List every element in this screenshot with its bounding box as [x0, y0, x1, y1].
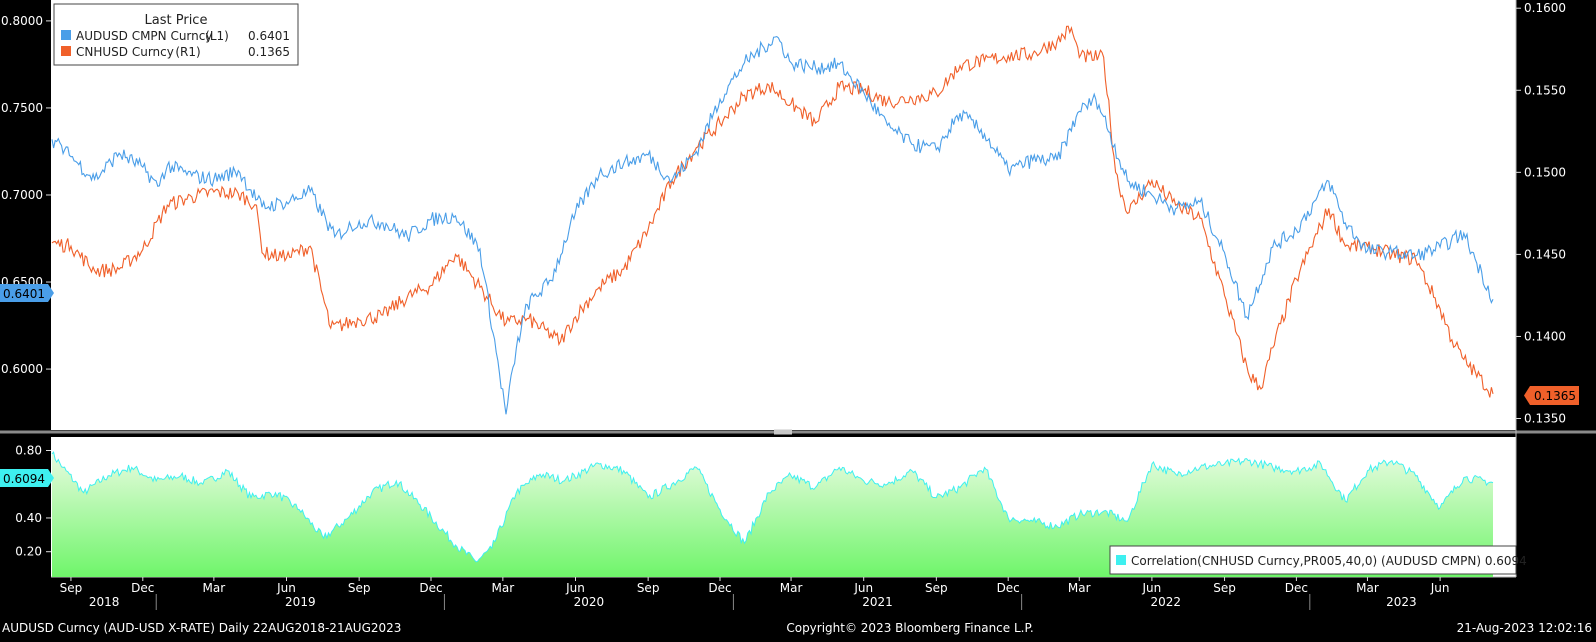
- year-label: 2020: [574, 595, 605, 609]
- legend-swatch-cnhusd: [61, 46, 71, 56]
- legend-value-cnhusd: 0.1365: [248, 45, 290, 59]
- year-label: 2023: [1386, 595, 1417, 609]
- correlation-last-value-badge: 0.6094: [0, 469, 54, 487]
- legend-value-audusd: 0.6401: [248, 29, 290, 43]
- left-tick-label: 0.7500: [1, 101, 43, 115]
- upper-plot-area: [51, 0, 1516, 430]
- year-label: 2021: [862, 595, 893, 609]
- legend-axis-cnhusd: (R1): [175, 45, 200, 59]
- month-label: Dec: [997, 581, 1020, 595]
- left-badge-value: 0.6401: [3, 287, 45, 301]
- lower-tick-label: 0.20: [15, 545, 42, 559]
- month-label: Jun: [1430, 581, 1450, 595]
- month-label: Dec: [419, 581, 442, 595]
- right-tick-label: 0.1450: [1524, 247, 1566, 261]
- month-label: Sep: [637, 581, 660, 595]
- month-label: Mar: [203, 581, 226, 595]
- legend-swatch-audusd: [61, 30, 71, 40]
- right-tick-label: 0.1350: [1524, 412, 1566, 426]
- right-tick-label: 0.1550: [1524, 83, 1566, 97]
- month-label: Dec: [708, 581, 731, 595]
- month-label: Jun: [276, 581, 296, 595]
- cnhusd-line: [51, 25, 1494, 398]
- month-label: Sep: [925, 581, 948, 595]
- year-label: 2019: [285, 595, 316, 609]
- footer-copyright: Copyright© 2023 Bloomberg Finance L.P.: [786, 621, 1033, 635]
- legend-name-audusd: AUDUSD CMPN Curncy: [76, 29, 212, 43]
- legend-title: Last Price: [145, 13, 208, 28]
- audusd-line: [51, 36, 1494, 415]
- right-tick-label: 0.1600: [1524, 1, 1566, 15]
- month-label: Jun: [853, 581, 873, 595]
- lower-tick-label: 0.40: [15, 511, 42, 525]
- month-label: Jun: [565, 581, 585, 595]
- right-badge-value: 0.1365: [1534, 389, 1576, 403]
- pane-resize-handle[interactable]: [774, 429, 792, 435]
- month-label: Dec: [131, 581, 154, 595]
- month-label: Mar: [1356, 581, 1379, 595]
- year-label: 2022: [1150, 595, 1181, 609]
- price-legend[interactable]: Last Price AUDUSD CMPN Curncy (L1) 0.640…: [53, 3, 299, 66]
- footer-timestamp: 21-Aug-2023 12:02:16: [1457, 621, 1592, 635]
- month-label: Sep: [1213, 581, 1236, 595]
- legend-correlation-text: Correlation(CNHUSD Curncy,PR005,40,0) (A…: [1131, 554, 1527, 568]
- correlation-line: [51, 451, 1494, 563]
- right-tick-label: 0.1400: [1524, 329, 1566, 343]
- month-label: Jun: [1142, 581, 1162, 595]
- lower-tick-label: 0.80: [15, 443, 42, 457]
- legend-swatch-correlation: [1116, 555, 1126, 565]
- left-tick-label: 0.6000: [1, 362, 43, 376]
- month-label: Dec: [1285, 581, 1308, 595]
- price-lines-layer: [51, 25, 1494, 415]
- left-tick-label: 0.7000: [1, 188, 43, 202]
- legend-axis-audusd: (L1): [205, 29, 229, 43]
- right-tick-label: 0.1500: [1524, 165, 1566, 179]
- left-last-value-badge: 0.6401: [0, 284, 54, 302]
- month-label: Mar: [1068, 581, 1091, 595]
- footer-security-info: AUDUSD Curncy (AUD-USD X-RATE) Daily 22A…: [2, 621, 401, 635]
- month-label: Mar: [492, 581, 515, 595]
- legend-name-cnhusd: CNHUSD Curncy: [76, 45, 174, 59]
- month-label: Mar: [780, 581, 803, 595]
- month-label: Sep: [348, 581, 371, 595]
- correlation-badge-value: 0.6094: [3, 472, 45, 486]
- right-last-value-badge: 0.1365: [1524, 386, 1579, 405]
- left-tick-label: 0.8000: [1, 14, 43, 28]
- year-label: 2018: [89, 595, 120, 609]
- month-label: Sep: [60, 581, 83, 595]
- axes-layer: 0.80000.75000.70000.65000.60000.16000.15…: [1, 1, 1566, 610]
- correlation-legend[interactable]: Correlation(CNHUSD Curncy,PR005,40,0) (A…: [1109, 545, 1527, 575]
